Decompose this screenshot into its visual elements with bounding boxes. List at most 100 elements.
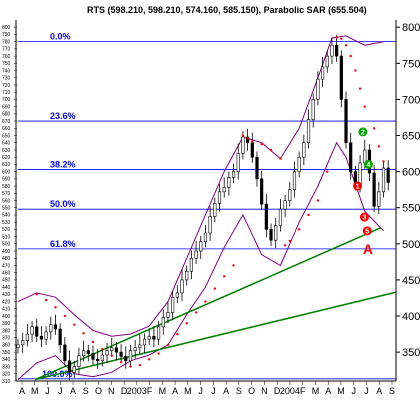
y-major-tick-label: 350 <box>402 347 420 359</box>
y-minor-tick-label: 460 <box>2 271 11 277</box>
price-candle <box>278 208 283 227</box>
y-axis-major-ticks: 350 400 450 500 550 600 650 700 750 800 <box>396 22 420 359</box>
price-candle <box>138 344 142 349</box>
price-candle <box>358 162 362 185</box>
sar-dot <box>279 157 282 160</box>
price-candle <box>152 335 156 340</box>
price-candle <box>372 172 376 207</box>
x-tick-label: S <box>236 386 242 396</box>
sar-dot <box>194 311 198 314</box>
sar-dot <box>260 142 263 146</box>
y-minor-tick-label: 580 <box>2 184 11 190</box>
price-candle <box>44 331 48 340</box>
price-candle <box>63 344 67 362</box>
y-minor-tick-label: 540 <box>2 213 11 219</box>
x-tick-label: F <box>147 386 153 396</box>
price-candle <box>288 189 292 201</box>
price-candle <box>171 296 175 313</box>
price-candle <box>185 270 189 281</box>
sar-dot <box>283 244 287 247</box>
price-candle <box>335 44 339 57</box>
x-tick-label: J <box>351 386 356 396</box>
y-major-tick-label: 400 <box>402 311 420 323</box>
price-candle <box>320 66 325 80</box>
sar-dot <box>148 358 151 361</box>
price-candle <box>194 250 198 259</box>
price-candle <box>381 167 386 193</box>
y-minor-tick-label: 730 <box>2 76 11 82</box>
sar-dot <box>110 354 113 357</box>
y-minor-tick-label: 670 <box>2 119 11 125</box>
band-lower <box>17 141 384 380</box>
wave-marker-circle <box>353 181 363 191</box>
x-tick-label: A <box>172 386 178 396</box>
price-candle <box>21 340 25 346</box>
sar-dot <box>82 332 85 335</box>
sar-dot <box>101 348 104 351</box>
y-minor-tick-label: 310 <box>2 379 11 385</box>
fib-label: 23.6% <box>50 111 76 121</box>
fib-label: 50.0% <box>50 199 76 209</box>
x-tick-label: J <box>45 386 50 396</box>
y-major-tick-label: 500 <box>402 239 420 251</box>
price-candle <box>217 191 222 204</box>
y-minor-tick-label: 530 <box>2 220 11 226</box>
x-tick-label: S <box>83 386 89 396</box>
price-candle <box>222 187 226 193</box>
sar-dot <box>326 170 329 173</box>
wave-marker-circle <box>359 212 369 222</box>
fib-label: 38.2% <box>50 159 76 169</box>
price-candle <box>339 55 343 100</box>
price-candle <box>96 359 100 362</box>
y-major-tick-label: 800 <box>402 22 420 34</box>
price-candle <box>250 142 254 158</box>
y-minor-tick-label: 420 <box>2 299 11 305</box>
y-minor-tick-label: 620 <box>2 155 11 161</box>
sar-dot <box>63 314 67 318</box>
y-minor-tick-label: 370 <box>2 335 11 341</box>
y-minor-tick-label: 760 <box>2 54 11 60</box>
x-tick-label: A <box>70 386 76 396</box>
price-candle <box>236 153 240 172</box>
x-axis-ticks: A M J J A S O N D 2003 F M A M J J A S O N D 2004 F M A M J J A S <box>19 381 395 396</box>
y-minor-tick-label: 780 <box>2 39 11 45</box>
price-candle <box>180 279 184 294</box>
x-tick-label: J <box>58 386 63 396</box>
price-candle <box>16 344 20 349</box>
price-candle <box>67 360 72 373</box>
sar-dot <box>213 287 217 290</box>
price-candle <box>86 350 90 354</box>
price-candle <box>147 335 151 340</box>
price-candle <box>35 326 39 337</box>
y-minor-tick-label: 590 <box>2 177 11 183</box>
price-candle <box>231 171 236 178</box>
price-candle <box>72 366 76 373</box>
wave-marker-circle <box>358 127 368 137</box>
price-candle <box>311 99 315 120</box>
wave-marker-label: 2 <box>361 129 365 136</box>
y-minor-tick-label: 440 <box>2 285 11 291</box>
sar-dot <box>91 340 95 344</box>
y-minor-tick-label: 610 <box>2 162 11 168</box>
x-tick-label: O <box>95 386 102 396</box>
price-candle <box>241 136 245 154</box>
x-tick-label: A <box>19 386 25 396</box>
parabolic-sar <box>35 36 385 368</box>
x-tick-label: M <box>337 386 345 396</box>
sar-dot <box>246 137 249 140</box>
sar-dot <box>358 87 362 90</box>
price-candle <box>330 44 334 57</box>
y-minor-tick-label: 710 <box>2 90 11 96</box>
y-minor-tick-label: 720 <box>2 83 11 89</box>
sar-dot <box>377 145 381 148</box>
y-minor-tick-label: 750 <box>2 61 11 67</box>
price-candle <box>274 225 278 241</box>
sar-dot <box>232 264 235 267</box>
price-candle <box>283 200 287 210</box>
y-minor-tick-label: 350 <box>2 350 11 356</box>
x-tick-label: O <box>248 386 255 396</box>
annotation-a: A <box>363 241 373 257</box>
price-candle <box>175 292 179 298</box>
wave-marker-label: 1 <box>356 184 360 191</box>
price-candle <box>213 203 217 217</box>
